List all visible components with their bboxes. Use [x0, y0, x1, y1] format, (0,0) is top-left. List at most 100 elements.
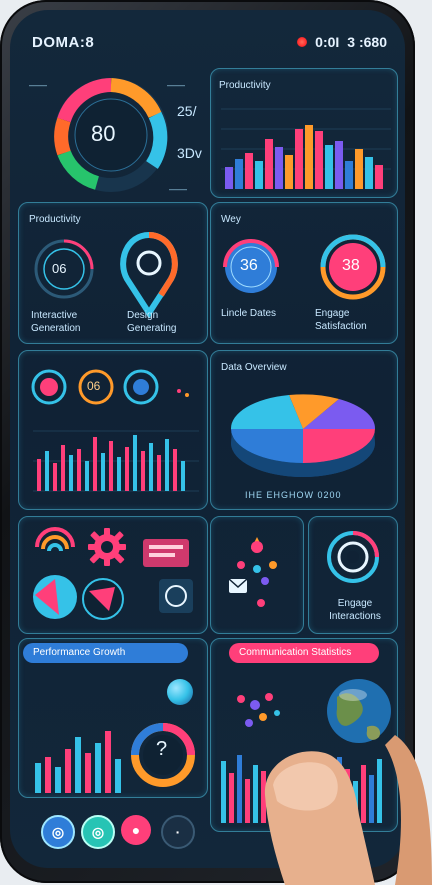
bar — [101, 453, 105, 491]
bar — [377, 759, 382, 823]
bar — [265, 139, 273, 189]
bar — [235, 159, 243, 189]
bar — [149, 443, 153, 491]
bar — [173, 449, 177, 491]
left-analytics-card[interactable]: 06 — [18, 350, 208, 510]
bar — [361, 765, 366, 823]
bar — [369, 775, 374, 823]
engagement-ring — [327, 531, 379, 583]
data-overview-footer: IHE EHGHOW 0200 — [245, 490, 342, 500]
bar — [237, 755, 242, 823]
gauge-percent-top: 25/ — [177, 103, 197, 119]
question-icon[interactable]: ? — [156, 738, 168, 760]
signal-text: 0:0I — [315, 34, 340, 50]
bar — [229, 773, 234, 823]
data-overview-title: Data Overview — [221, 362, 287, 373]
productivity-card[interactable]: Productivity 06 Interactive Generation D… — [18, 202, 208, 344]
bar — [261, 771, 266, 823]
icons-card[interactable] — [18, 516, 208, 634]
productivity-label-left: Interactive Generation — [31, 310, 81, 334]
pie-chart — [230, 394, 376, 477]
more-icon[interactable]: · — [161, 815, 195, 849]
gear-icon[interactable] — [87, 527, 127, 567]
left-analytics-chart — [31, 369, 199, 492]
status-time: DOMA:8 — [32, 34, 95, 51]
gauge-percent-mid: 3Dv — [177, 145, 202, 161]
top-bar-chart-title: Productivity — [219, 80, 271, 91]
bar — [55, 767, 61, 793]
bar — [355, 149, 363, 189]
bar — [255, 161, 263, 189]
bubble-icon — [167, 679, 193, 705]
status-indicators: 0:0I 3 :680 — [297, 34, 387, 50]
bar — [45, 757, 51, 793]
bar — [117, 457, 121, 491]
bar — [245, 779, 250, 823]
data-overview-card[interactable]: Data Overview IHE EHGHOW 0200 — [210, 350, 398, 510]
communication-pill[interactable]: Communication Statistics — [229, 643, 379, 663]
productivity-title: Productivity — [29, 214, 81, 225]
bar — [85, 461, 89, 491]
donut-gauge — [54, 78, 168, 192]
bottom-icon-row: ◎ ◎ ● · — [18, 802, 208, 856]
engagement-card[interactable]: Engage Interactions — [308, 516, 398, 634]
bar — [125, 447, 129, 491]
performance-pill[interactable]: Performance Growth — [23, 643, 188, 663]
top-bar-chart-card[interactable]: Productivity — [210, 68, 398, 198]
gauge-label-top-right: —— — [167, 80, 185, 90]
bar — [133, 435, 137, 491]
bar — [45, 451, 49, 491]
bar — [115, 759, 121, 793]
finger-image — [264, 735, 432, 885]
bar — [325, 145, 333, 189]
bar — [375, 165, 383, 189]
network-card[interactable] — [210, 516, 304, 634]
gauge-percent-bottom: —— — [169, 184, 187, 194]
right-gauges-card[interactable]: Wey 36 38 Lincle Dates Engage Satisfacti… — [210, 202, 398, 344]
settings-icon[interactable]: ◎ — [41, 815, 75, 849]
bar — [305, 125, 313, 189]
right-gauges — [223, 234, 386, 300]
bar — [275, 147, 283, 189]
bar — [95, 743, 101, 793]
dashboard-screen: DOMA:8 0:0I 3 :680 80 —— —— 25/ 3Dv — [10, 10, 405, 868]
refresh-icon[interactable]: ◎ — [81, 815, 115, 849]
bar — [165, 439, 169, 491]
gauge-value: 80 — [91, 121, 116, 146]
bar — [245, 153, 253, 189]
top-bar-chart — [221, 108, 391, 189]
bar — [253, 765, 258, 823]
bar — [157, 455, 161, 491]
bar — [225, 167, 233, 189]
productivity-gauge-value: 06 — [52, 261, 67, 276]
bar — [345, 161, 353, 189]
gauge-card[interactable]: 80 —— —— 25/ 3Dv —— — [18, 64, 205, 196]
network-art — [228, 537, 277, 607]
productivity-gauges — [34, 231, 178, 319]
gauge-label-top-left: —— — [29, 80, 47, 90]
performance-card[interactable]: Performance Growth ? — [18, 638, 208, 798]
bar — [77, 449, 81, 491]
bar — [53, 463, 57, 491]
record-icon[interactable]: ● — [121, 815, 151, 845]
bar — [221, 761, 226, 823]
bar — [85, 753, 91, 793]
bar — [181, 461, 185, 491]
productivity-label-right: Design Generating — [127, 310, 177, 334]
camera-dot-icon — [297, 37, 308, 47]
phone-frame: DOMA:8 0:0I 3 :680 80 —— —— 25/ 3Dv — [0, 0, 415, 883]
performance-chart — [35, 723, 195, 793]
bar — [37, 459, 41, 491]
bar — [35, 763, 41, 793]
right-gauge-left-value: 36 — [240, 257, 258, 274]
battery-text: 3 :680 — [347, 34, 387, 50]
target-icon[interactable] — [165, 585, 187, 607]
bar — [141, 451, 145, 491]
bar — [335, 141, 343, 189]
bar — [65, 749, 71, 793]
right-gauge-right-value: 38 — [342, 257, 360, 274]
status-bar: DOMA:8 0:0I 3 :680 — [10, 10, 405, 66]
bar — [69, 455, 73, 491]
engagement-label: Engage Interactions — [329, 598, 381, 622]
icons-art — [33, 527, 193, 620]
